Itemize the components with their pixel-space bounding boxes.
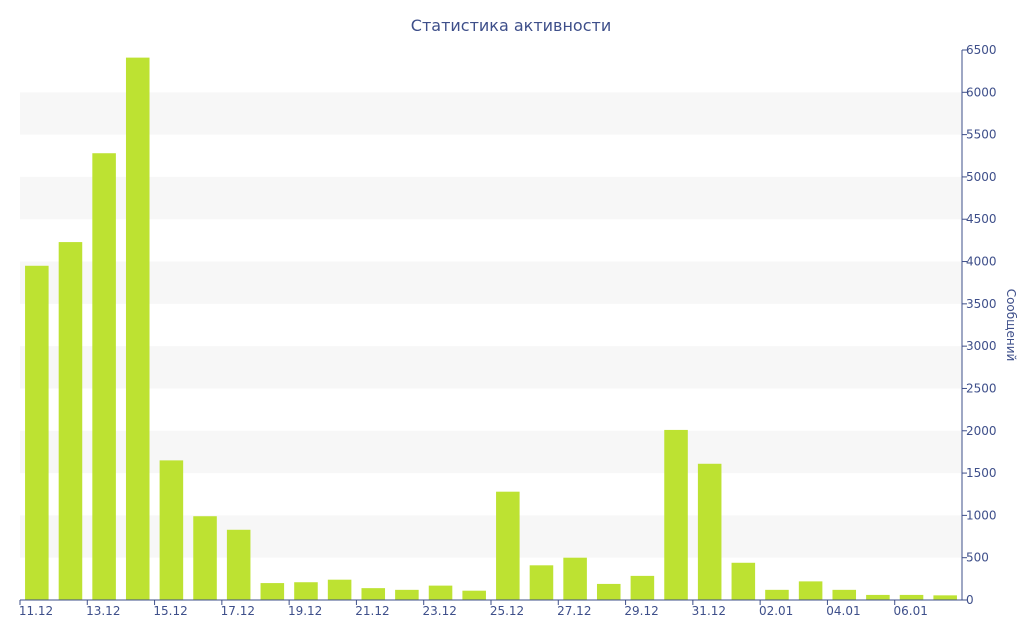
- bar-26.12: [529, 565, 554, 600]
- bar-27.12: [563, 557, 587, 600]
- bar-12.12: [58, 242, 83, 600]
- x-tick-label: 19.12: [288, 604, 322, 618]
- bar-15.12: [159, 460, 184, 600]
- bar-16.12: [193, 516, 217, 600]
- y-tick-label: 6000: [966, 85, 997, 99]
- bar-02.01: [765, 589, 789, 600]
- bars: [25, 57, 957, 601]
- y-tick-label: 3000: [966, 339, 997, 353]
- bar-04.01: [832, 589, 857, 600]
- bar-13.12: [92, 153, 116, 601]
- x-tick-label: 29.12: [624, 604, 658, 618]
- x-tick-label: 04.01: [826, 604, 860, 618]
- y-tick-label: 4000: [966, 255, 997, 269]
- bar-06.01: [899, 594, 924, 600]
- bar-05.01: [866, 594, 890, 600]
- bar-03.01: [798, 581, 823, 600]
- bar-19.12: [294, 582, 318, 600]
- grid-band: [20, 261, 962, 304]
- x-tick-label: 31.12: [692, 604, 726, 618]
- y-tick-label: 0: [966, 593, 974, 607]
- bar-14.12: [125, 57, 150, 601]
- x-tick-label: 21.12: [355, 604, 389, 618]
- bar-11.12: [25, 265, 49, 600]
- x-tick-label: 25.12: [490, 604, 524, 618]
- y-tick-label: 3500: [966, 297, 997, 311]
- bar-20.12: [327, 579, 352, 600]
- bar-18.12: [260, 583, 285, 600]
- bar-23.12: [428, 585, 453, 600]
- y-axis-label: Сообщений: [1004, 289, 1018, 362]
- bar-22.12: [395, 589, 419, 600]
- y-tick-label: 1000: [966, 508, 997, 522]
- y-tick-label: 4500: [966, 212, 997, 226]
- y-tick-label: 2000: [966, 424, 997, 438]
- grid-band: [20, 346, 962, 389]
- bar-17.12: [226, 529, 251, 600]
- bar-31.12: [697, 463, 722, 600]
- x-tick-label: 27.12: [557, 604, 591, 618]
- axes: 0 500 1000 1500 2000 2500 3000 3500 4000 4500 5000…: [19, 43, 997, 618]
- y-tick-label: 5500: [966, 128, 997, 142]
- x-tick-label: 17.12: [221, 604, 255, 618]
- chart-title: Статистика активности: [411, 16, 611, 35]
- grid-band: [20, 92, 962, 135]
- x-tick-label: 13.12: [86, 604, 120, 618]
- y-tick-label: 500: [966, 551, 989, 565]
- grid-bands: [20, 92, 962, 558]
- x-tick-label: 23.12: [423, 604, 457, 618]
- x-tick-label: 02.01: [759, 604, 793, 618]
- y-tick-label: 2500: [966, 381, 997, 395]
- bar-21.12: [361, 588, 386, 600]
- y-tick-label: 1500: [966, 466, 997, 480]
- bar-25.12: [496, 491, 520, 600]
- x-tick-label: 06.01: [894, 604, 928, 618]
- bar-07.01: [933, 595, 957, 600]
- x-tick-label: 11.12: [19, 604, 53, 618]
- y-tick-label: 5000: [966, 170, 997, 184]
- bar-29.12: [630, 575, 655, 600]
- bar-28.12: [596, 583, 621, 600]
- y-tick-label: 6500: [966, 43, 997, 57]
- grid-band: [20, 176, 962, 220]
- bar-01.01: [731, 562, 756, 600]
- bar-24.12: [462, 590, 486, 600]
- bar-30.12: [664, 429, 688, 600]
- x-tick-label: 15.12: [153, 604, 187, 618]
